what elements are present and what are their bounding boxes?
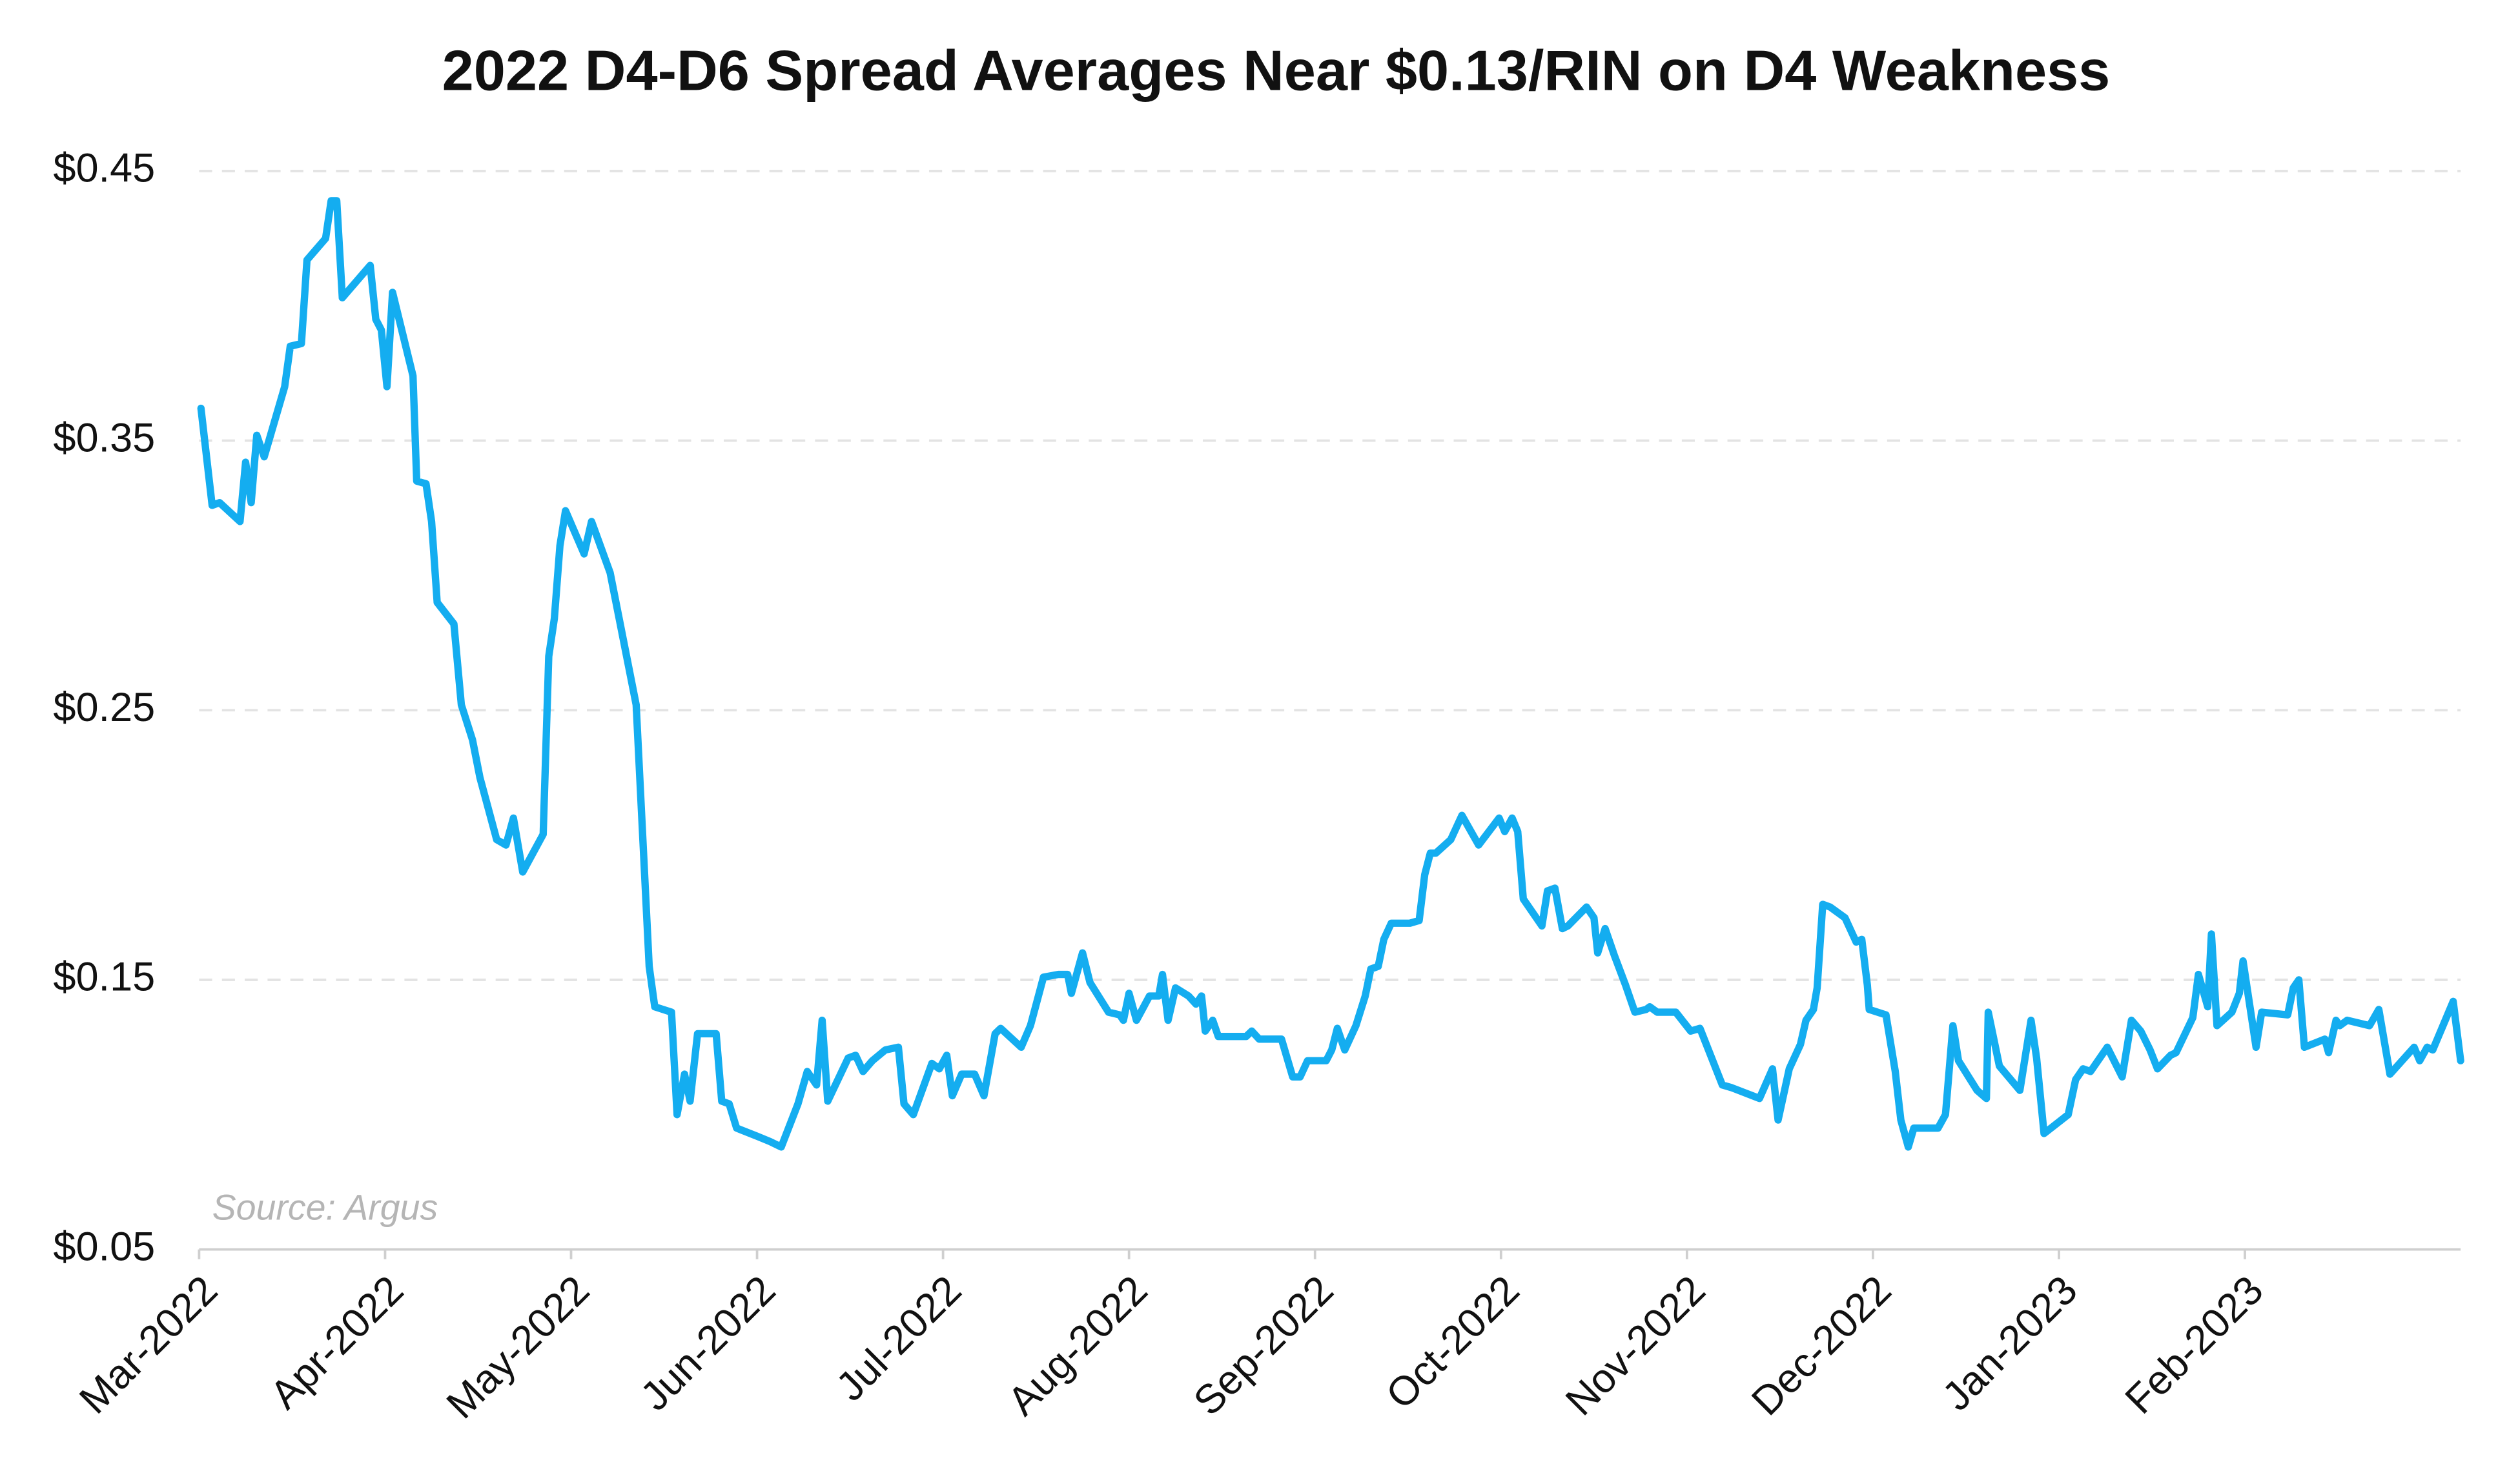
x-tick-label: Dec-2022 — [1743, 1267, 1900, 1424]
x-tick-label: Jul-2022 — [828, 1267, 970, 1410]
source-note: Source: Argus — [212, 1188, 438, 1228]
x-tick-label: Nov-2022 — [1557, 1267, 1714, 1424]
x-tick-label: Sep-2022 — [1185, 1267, 1342, 1424]
x-tick-label: Mar-2022 — [71, 1267, 226, 1422]
x-tick-label: Feb-2023 — [2116, 1267, 2271, 1422]
x-tick-label: Jun-2022 — [632, 1267, 784, 1419]
x-tick-label: Jan-2023 — [1934, 1267, 2085, 1419]
y-tick-label: $0.25 — [53, 685, 155, 730]
line — [197, 197, 2464, 1151]
y-tick-label: $0.35 — [53, 415, 155, 460]
y-tick-label: $0.15 — [53, 955, 155, 1000]
x-tick-label: May-2022 — [438, 1267, 599, 1427]
y-tick-label: $0.05 — [53, 1224, 155, 1269]
y-tick-label: $0.45 — [53, 146, 155, 191]
x-tick-label: Oct-2022 — [1378, 1267, 1528, 1418]
x-tick-label: Apr-2022 — [261, 1267, 412, 1418]
chart-title: 2022 D4-D6 Spread Averages Near $0.13/RI… — [442, 38, 2111, 102]
x-tick-label: Aug-2022 — [999, 1267, 1156, 1424]
